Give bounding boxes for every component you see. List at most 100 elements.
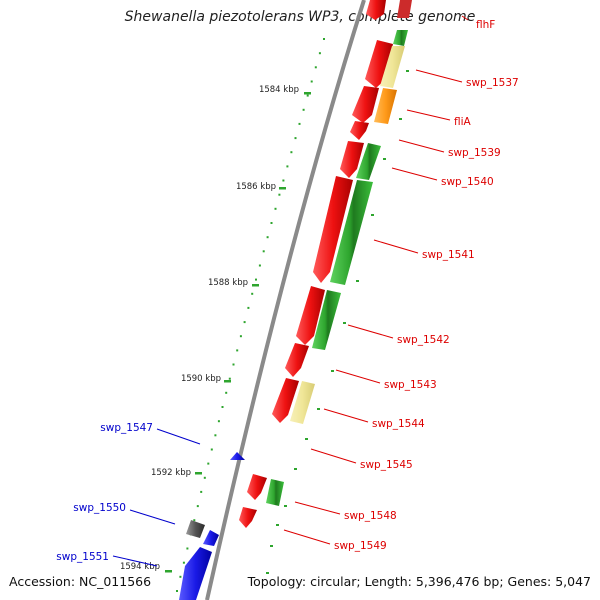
gene-fliA[interactable] (352, 86, 379, 123)
gene-label-swp_1542[interactable]: swp_1542 (397, 334, 450, 346)
feature-tick (406, 70, 409, 72)
feature-tick (356, 280, 359, 282)
gene-label-swp_1540[interactable]: swp_1540 (441, 176, 494, 188)
kbp-label-1592: 1592 kbp (151, 468, 191, 478)
gc-tick (306, 94, 309, 97)
kbp-tick-1590 (224, 380, 231, 383)
kbp-ticks (165, 92, 311, 573)
gene-label-fliA[interactable]: fliA (454, 116, 472, 128)
gene-flhF[interactable] (366, 0, 386, 20)
gene-label-swp_1541[interactable]: swp_1541 (422, 249, 475, 261)
gc-tick (298, 122, 301, 125)
gc-tick (282, 179, 285, 182)
feature-tick (317, 408, 320, 410)
kbp-label-1590: 1590 kbp (181, 374, 221, 384)
gene-label-swp_1544[interactable]: swp_1544 (372, 418, 425, 430)
gene-swp_1545[interactable] (247, 474, 267, 500)
gc-tick (210, 448, 213, 451)
label-leader-line (294, 501, 341, 515)
feature-flhF-dark (397, 0, 412, 18)
gene-label-swp_1547[interactable]: swp_1547 (100, 422, 153, 434)
label-leader-line (391, 167, 438, 181)
gc-tick (274, 207, 277, 210)
kbp-label-1588: 1588 kbp (208, 278, 248, 288)
gc-tick (318, 52, 321, 55)
forward-strand-genes (239, 0, 393, 528)
gene-swp_1543[interactable] (285, 343, 309, 377)
feature-tick (305, 438, 308, 440)
feature-tick (270, 545, 273, 547)
feature-tick (343, 322, 346, 324)
gene-labels: flhF swp_1537 fliA swp_1539 swp_1540 swp_1541… (56, 19, 518, 563)
gc-content-ticks (176, 38, 409, 592)
gene-swp_1537[interactable] (365, 40, 393, 88)
map-title: Shewanella piezotolerans WP3, complete g… (124, 9, 476, 25)
gene-swp_1544[interactable] (272, 378, 299, 423)
topology-text: Topology: circular; Length: 5,396,476 bp… (247, 574, 591, 589)
feature-tick (284, 505, 287, 507)
gene-label-swp_1545[interactable]: swp_1545 (360, 459, 413, 471)
gene-label-swp_1543[interactable]: swp_1543 (384, 379, 437, 391)
feature-tick (266, 572, 269, 574)
label-leader-line (112, 555, 158, 567)
feature-track (266, 0, 412, 506)
label-leader-line (323, 408, 369, 423)
gc-tick (286, 165, 289, 168)
gc-tick (290, 151, 293, 154)
gc-tick (255, 278, 257, 281)
gc-tick (236, 349, 239, 352)
gene-swp_1551[interactable] (179, 547, 212, 600)
accession-text: Accession: NC_011566 (9, 574, 152, 589)
gene-swp_1540[interactable] (340, 141, 364, 178)
gene-swp_1550b[interactable] (203, 530, 219, 546)
gc-tick (228, 377, 231, 380)
gene-swp_1539[interactable] (350, 121, 369, 140)
gene-label-flhF[interactable]: flhF (476, 19, 495, 31)
kbp-label-1584: 1584 kbp (259, 85, 299, 95)
gene-label-swp_1551[interactable]: swp_1551 (56, 551, 109, 563)
kbp-labels: 1584 kbp 1586 kbp 1588 kbp 1590 kbp 1592… (120, 85, 299, 572)
feature-tick (331, 370, 334, 372)
gene-label-swp_1550[interactable]: swp_1550 (73, 502, 126, 514)
gc-tick (214, 434, 217, 437)
gc-tick (193, 519, 196, 522)
gc-tick (186, 547, 189, 550)
gene-swp_1548[interactable] (239, 507, 257, 528)
gc-tick (182, 561, 185, 564)
gc-tick (251, 292, 254, 295)
feature-tick (399, 118, 402, 120)
gene-swp_1542[interactable] (296, 286, 325, 345)
gene-label-swp_1537[interactable]: swp_1537 (466, 77, 519, 89)
label-leader-line (347, 324, 394, 339)
gc-tick (217, 420, 220, 423)
feature-tick (294, 468, 297, 470)
gc-tick (258, 264, 261, 267)
gc-tick (207, 462, 210, 465)
feature-swp_1537-yellow (380, 46, 405, 88)
gc-tick (323, 38, 325, 40)
label-leader-line (406, 109, 451, 121)
gene-label-swp_1539[interactable]: swp_1539 (448, 147, 501, 159)
gc-tick (278, 193, 281, 196)
feature-flhF-green (393, 30, 408, 46)
gc-tick (176, 590, 178, 592)
gc-tick (314, 66, 317, 69)
label-leader-line (461, 15, 469, 21)
gc-tick (294, 137, 297, 140)
gene-swp_1541[interactable] (313, 176, 353, 283)
label-leader-line (310, 448, 357, 464)
feature-swp_1545-green (266, 479, 284, 506)
gc-tick (270, 222, 273, 224)
gene-label-swp_1549[interactable]: swp_1549 (334, 540, 387, 552)
feature-swp_1542-green (312, 290, 341, 350)
kbp-tick-1584 (304, 92, 311, 95)
label-leader-line (415, 69, 463, 83)
gene-swp_1550[interactable] (186, 520, 205, 538)
feature-swp_1541-green (330, 180, 373, 285)
feature-swp_1544-yellow (290, 381, 315, 424)
gene-label-swp_1548[interactable]: swp_1548 (344, 510, 397, 522)
feature-swp_1540-green (356, 143, 381, 180)
kbp-label-1586: 1586 kbp (236, 182, 276, 192)
gene-swp_1547[interactable] (230, 452, 245, 460)
label-leader-line (373, 239, 419, 254)
